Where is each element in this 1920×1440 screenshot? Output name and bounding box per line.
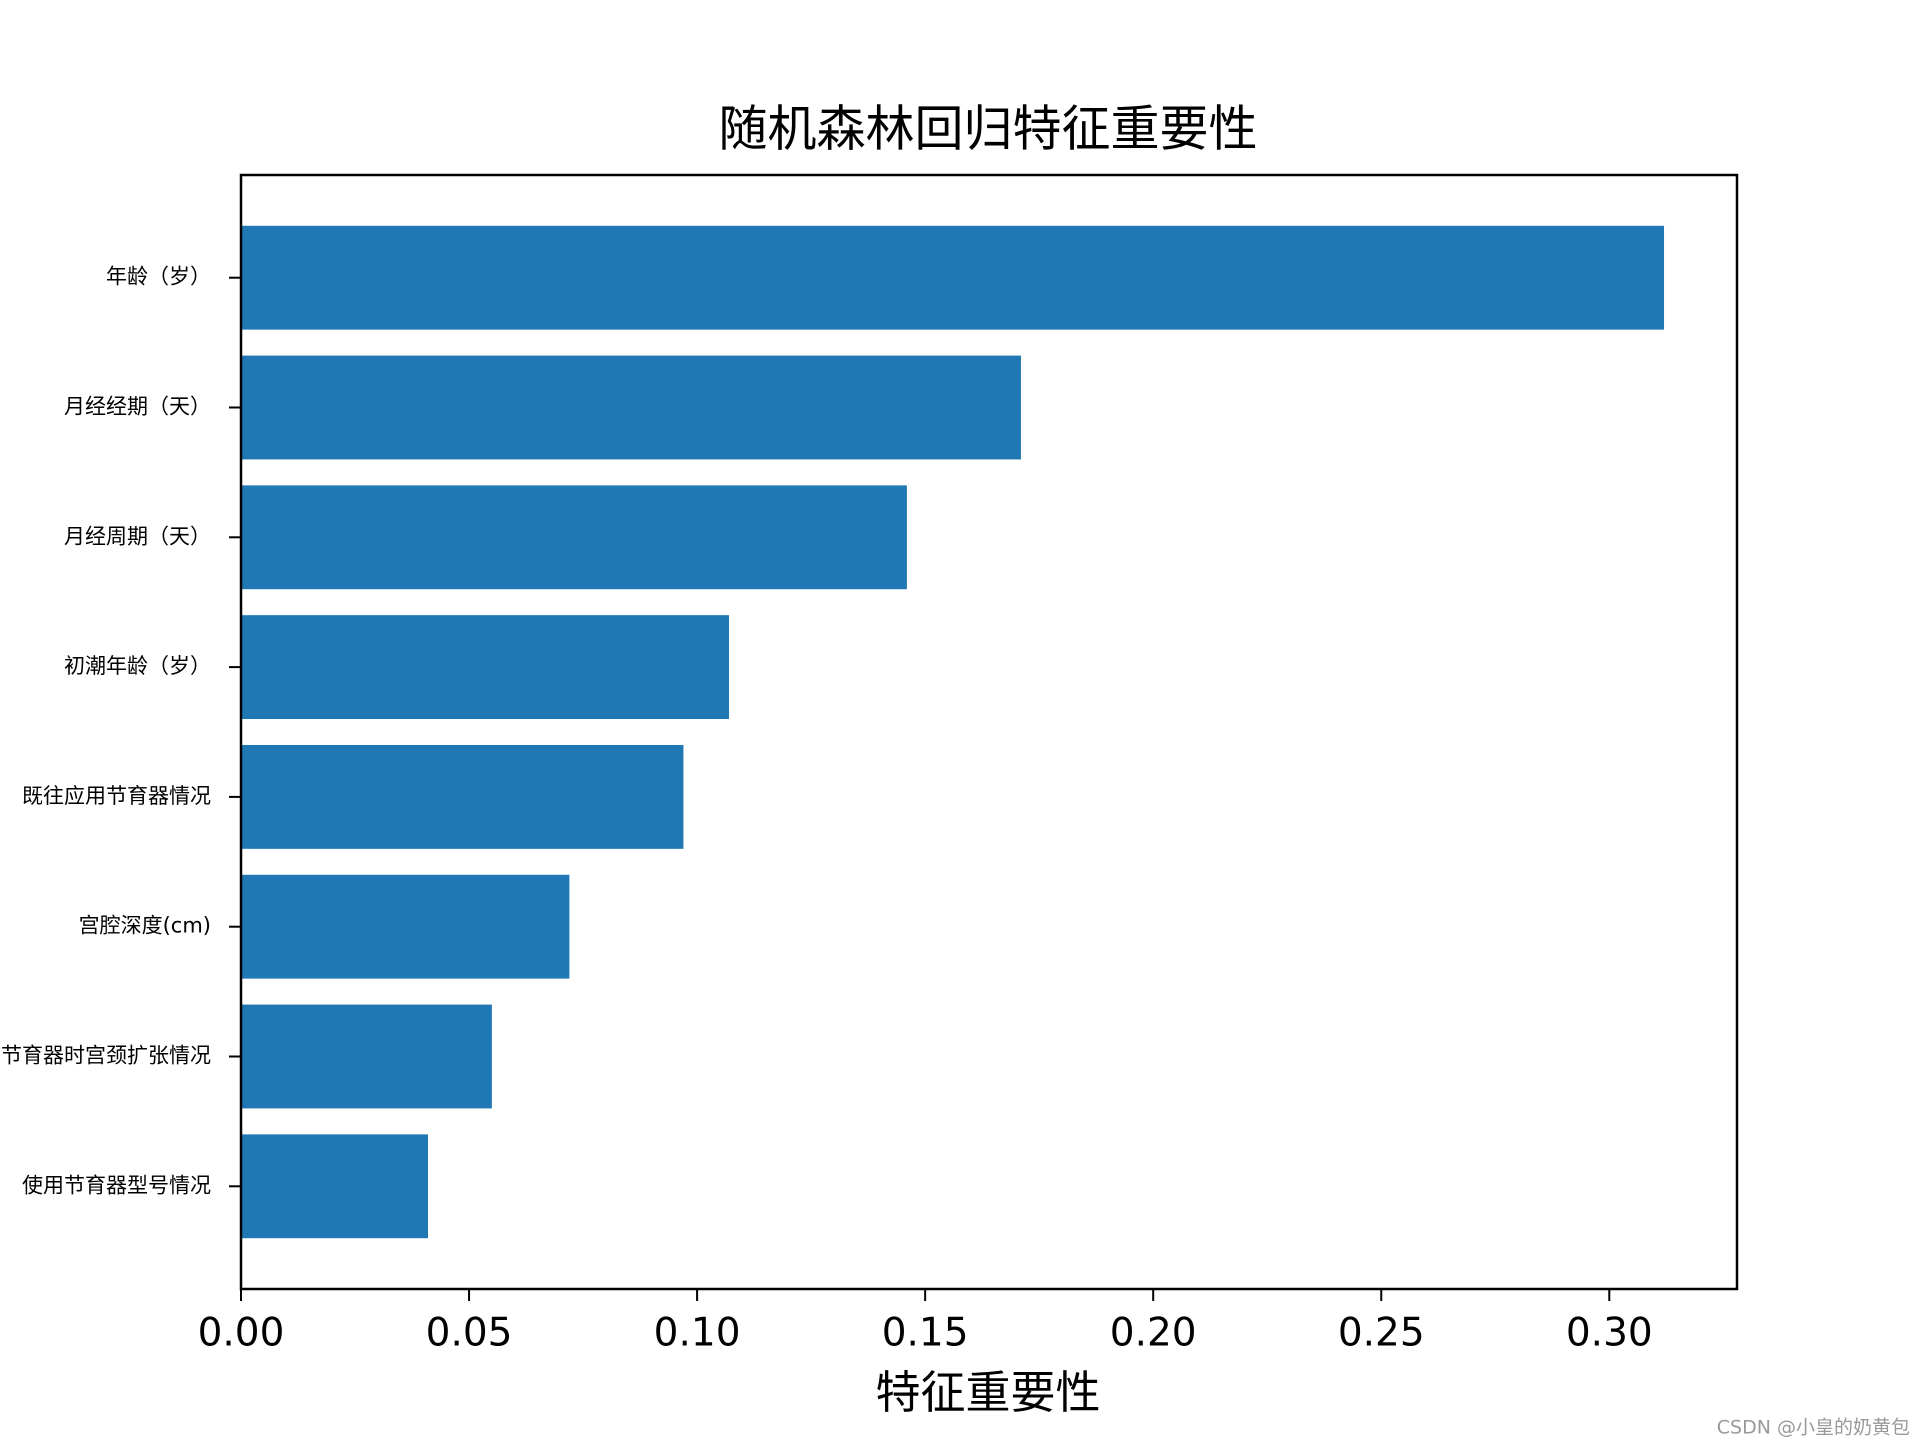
watermark: CSDN @小皇的奶黄包 — [1717, 1417, 1910, 1439]
y-tick-label: 既往应用节育器情况 — [22, 784, 211, 808]
bar — [241, 1004, 492, 1109]
y-tick-label: 月经周期（天） — [64, 524, 211, 548]
x-tick-label: 0.05 — [426, 1311, 513, 1356]
plot-frame — [239, 173, 1739, 1291]
chart-title: 随机森林回归特征重要性 — [718, 101, 1257, 158]
y-tick-label: 使用节育器型号情况 — [22, 1173, 211, 1197]
x-axis-label: 特征重要性 — [875, 1366, 1100, 1419]
y-tick-label: 宫腔深度(cm) — [79, 914, 211, 938]
x-tick-label: 0.10 — [654, 1311, 741, 1356]
x-tick-label: 0.15 — [882, 1311, 969, 1356]
y-tick-label: 年龄（岁） — [106, 265, 211, 289]
x-tick-label: 0.25 — [1338, 1311, 1425, 1356]
bar — [241, 225, 1665, 330]
y-tick-label: 初潮年龄（岁） — [64, 654, 211, 678]
bar — [241, 1134, 428, 1239]
y-tick-label: 节育器时宫颈扩张情况 — [1, 1044, 211, 1068]
bar — [241, 874, 570, 979]
x-tick-label: 0.00 — [198, 1311, 285, 1356]
x-tick-label: 0.20 — [1110, 1311, 1197, 1356]
bar — [241, 744, 684, 849]
y-tick-label: 月经经期（天） — [64, 395, 211, 419]
bar — [241, 615, 730, 720]
x-tick-label: 0.30 — [1566, 1311, 1653, 1356]
bar — [241, 485, 907, 590]
bar — [241, 355, 1021, 460]
